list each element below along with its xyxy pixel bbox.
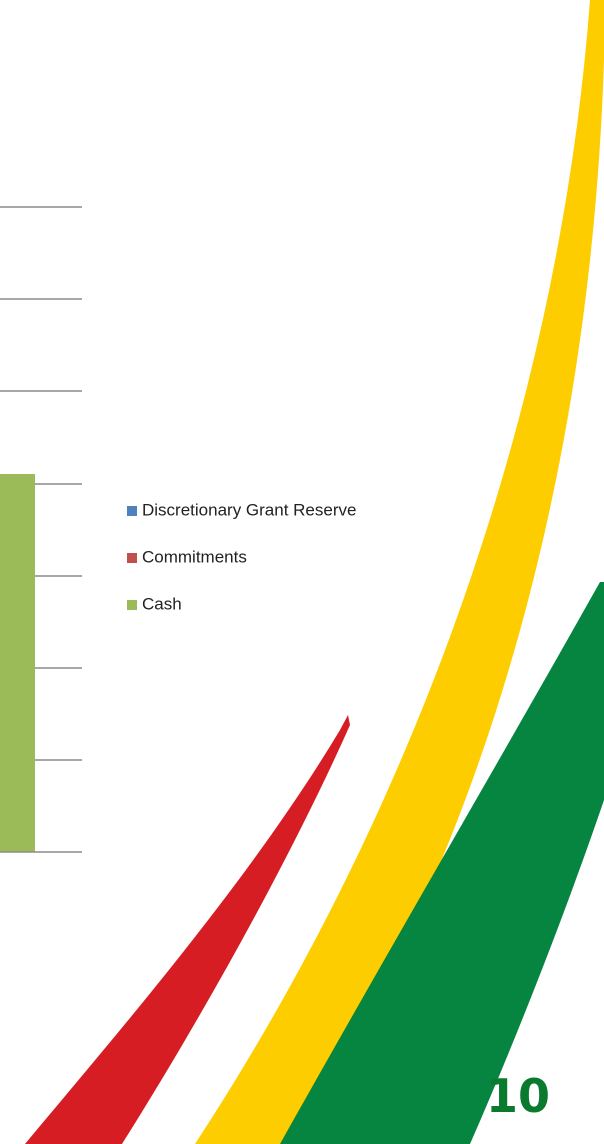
legend-swatch bbox=[127, 553, 137, 563]
bar bbox=[0, 474, 35, 852]
green-swoosh bbox=[280, 582, 604, 1144]
yellow-swoosh bbox=[195, 0, 604, 1144]
legend-label: Discretionary Grant Reserve bbox=[142, 500, 356, 519]
legend-label: Cash bbox=[142, 594, 182, 613]
legend-label: Commitments bbox=[142, 547, 247, 566]
page-number: 10 bbox=[486, 1069, 550, 1123]
legend-swatch bbox=[127, 506, 137, 516]
legend-swatch bbox=[127, 600, 137, 610]
legend: Discretionary Grant Reserve Commitments Ca… bbox=[127, 500, 356, 613]
